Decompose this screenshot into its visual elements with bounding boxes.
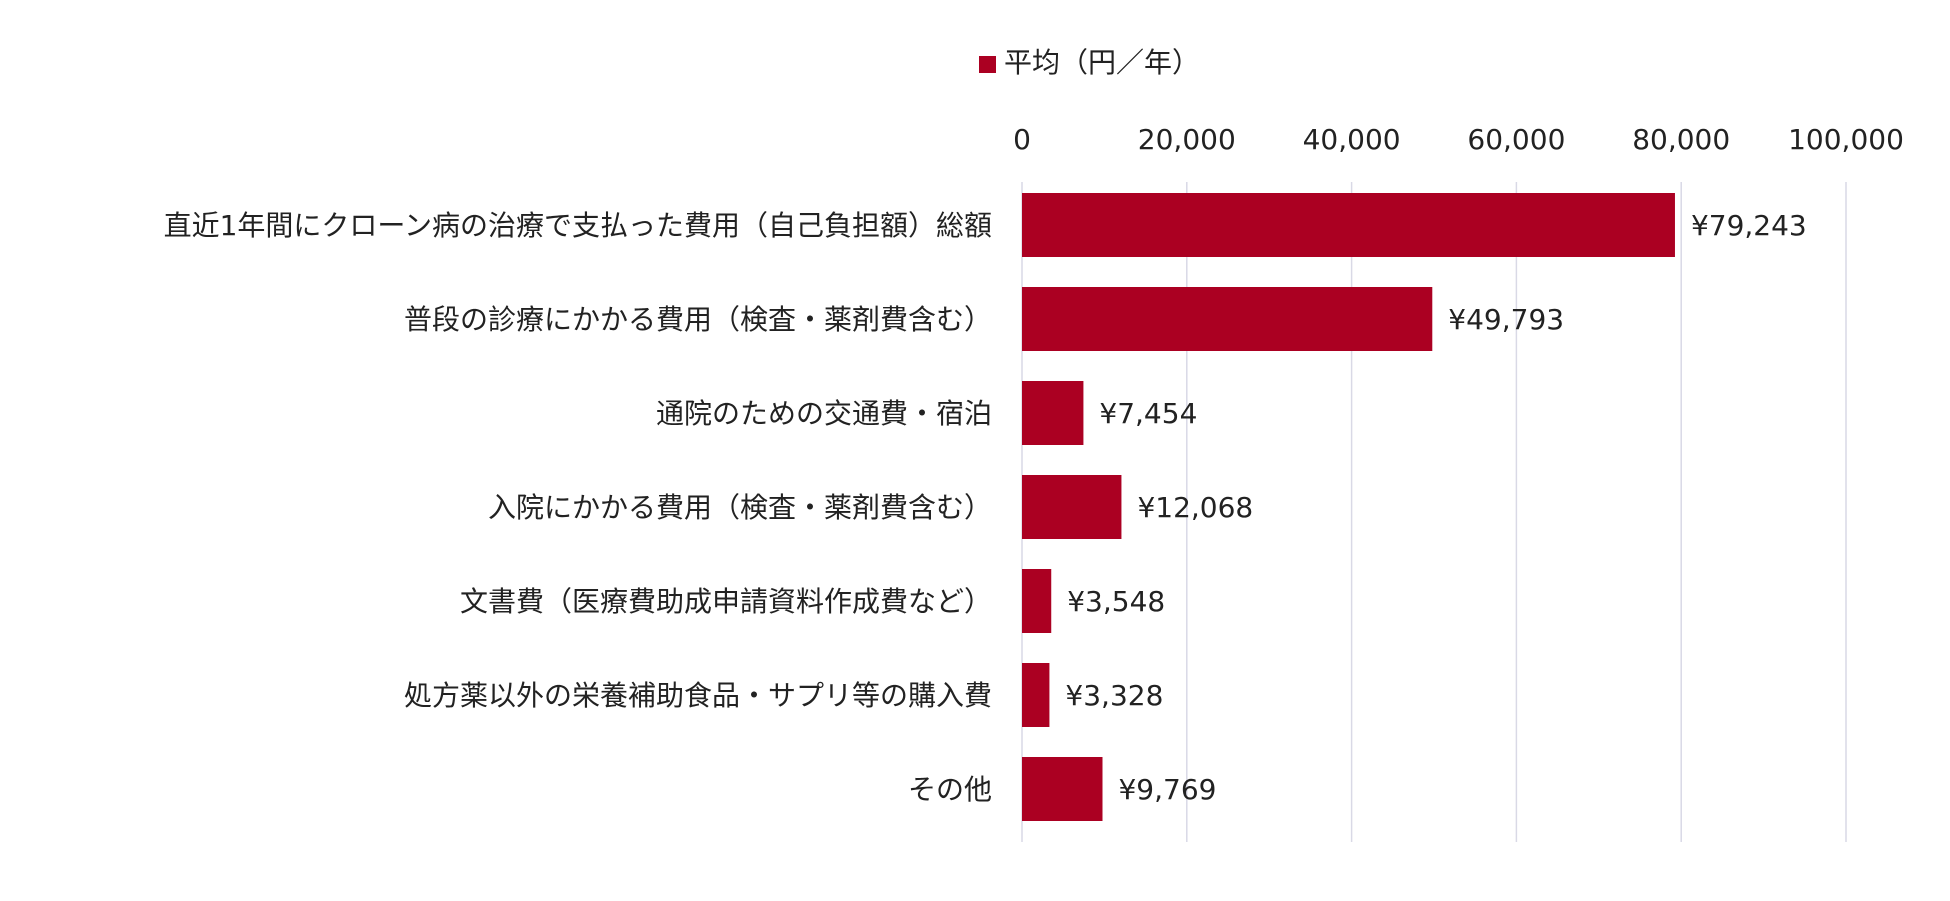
x-tick-label: 0 [1013,123,1031,156]
category-label: その他 [908,773,992,806]
x-tick-label: 40,000 [1303,123,1401,156]
data-label: ¥49,793 [1448,303,1564,336]
data-label: ¥3,548 [1067,585,1165,618]
legend-swatch [979,56,996,73]
x-tick-label: 100,000 [1788,123,1904,156]
legend: 平均（円／年） [979,46,1200,79]
bars [1022,193,1675,821]
data-label: ¥12,068 [1137,491,1253,524]
legend-label: 平均（円／年） [1004,46,1200,79]
bar [1022,475,1122,539]
x-tick-label: 20,000 [1138,123,1236,156]
x-tick-label: 80,000 [1632,123,1730,156]
bar [1022,193,1675,257]
category-label: 処方薬以外の栄養補助食品・サプリ等の購入費 [404,679,992,712]
category-label: 普段の診療にかかる費用（検査・薬剤費含む） [404,303,992,336]
bar [1022,569,1052,633]
bar [1022,757,1103,821]
category-label: 直近1年間にクローン病の治療で支払った費用（自己負担額）総額 [164,209,992,242]
x-axis-ticks: 0 20,000 40,000 60,000 80,000 100,000 [1013,123,1904,156]
data-label: ¥3,328 [1065,679,1163,712]
x-tick-label: 60,000 [1467,123,1565,156]
data-labels: ¥79,243 ¥49,793 ¥7,454 ¥12,068 ¥3,548 ¥3,328 ¥… [1065,209,1806,806]
data-label: ¥9,769 [1118,773,1216,806]
category-labels: 直近1年間にクローン病の治療で支払った費用（自己負担額）総額普段の診療にかかる費… [164,209,992,806]
bar [1022,287,1433,351]
category-label: 文書費（医療費助成申請資料作成費など） [460,585,992,618]
category-label: 入院にかかる費用（検査・薬剤費含む） [488,491,992,524]
bar [1022,663,1050,727]
category-label: 通院のための交通費・宿泊 [656,397,992,430]
data-label: ¥7,454 [1099,397,1197,430]
bar [1022,381,1084,445]
data-label: ¥79,243 [1691,209,1807,242]
